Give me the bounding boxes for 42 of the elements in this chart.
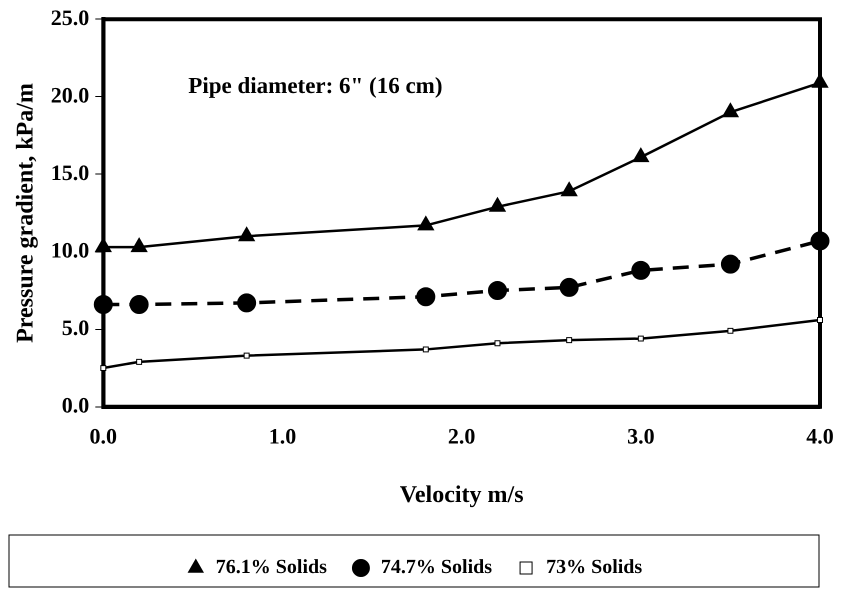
x-tick-label: 3.0 <box>627 424 655 449</box>
x-tick-label: 0.0 <box>90 424 118 449</box>
legend-label: 76.1% Solids <box>216 556 328 578</box>
x-tick-label: 4.0 <box>806 424 834 449</box>
point <box>100 365 106 372</box>
point <box>94 294 113 314</box>
point <box>560 182 578 196</box>
point <box>727 328 734 334</box>
point <box>631 260 650 280</box>
legend-label: 73% Solids <box>546 556 642 578</box>
y-tick-label: 25.0 <box>50 4 90 30</box>
y-tick-label: 20.0 <box>50 82 90 108</box>
point <box>489 197 506 212</box>
point <box>722 102 739 118</box>
point <box>416 287 436 306</box>
x-axis-title: Velocity m/s <box>400 482 524 508</box>
point <box>720 254 740 274</box>
point <box>136 358 142 365</box>
y-tick-label: 0.0 <box>62 392 90 418</box>
point <box>418 216 434 230</box>
point <box>638 336 644 342</box>
annotation: Pipe diameter: 6" (16 cm) <box>188 73 442 98</box>
y-tick-label: 15.0 <box>50 160 90 185</box>
y-tick-label: 5.0 <box>62 314 90 340</box>
point <box>566 337 572 344</box>
point <box>810 231 830 250</box>
point <box>632 148 650 162</box>
x-tick-label: 1.0 <box>268 424 296 449</box>
x-tick-label: 2.0 <box>448 424 476 449</box>
point <box>130 294 149 314</box>
point <box>244 352 250 359</box>
y-axis-title: Pressure gradient, kPa/m <box>12 83 39 343</box>
point <box>130 238 148 252</box>
point <box>422 346 429 352</box>
point <box>238 226 255 242</box>
y-tick-label: 10.0 <box>50 237 90 262</box>
point <box>817 317 823 323</box>
legend-label: 74.7% Solids <box>380 556 492 578</box>
point <box>488 281 507 300</box>
point <box>237 293 256 312</box>
point <box>560 278 579 297</box>
point <box>494 340 500 346</box>
